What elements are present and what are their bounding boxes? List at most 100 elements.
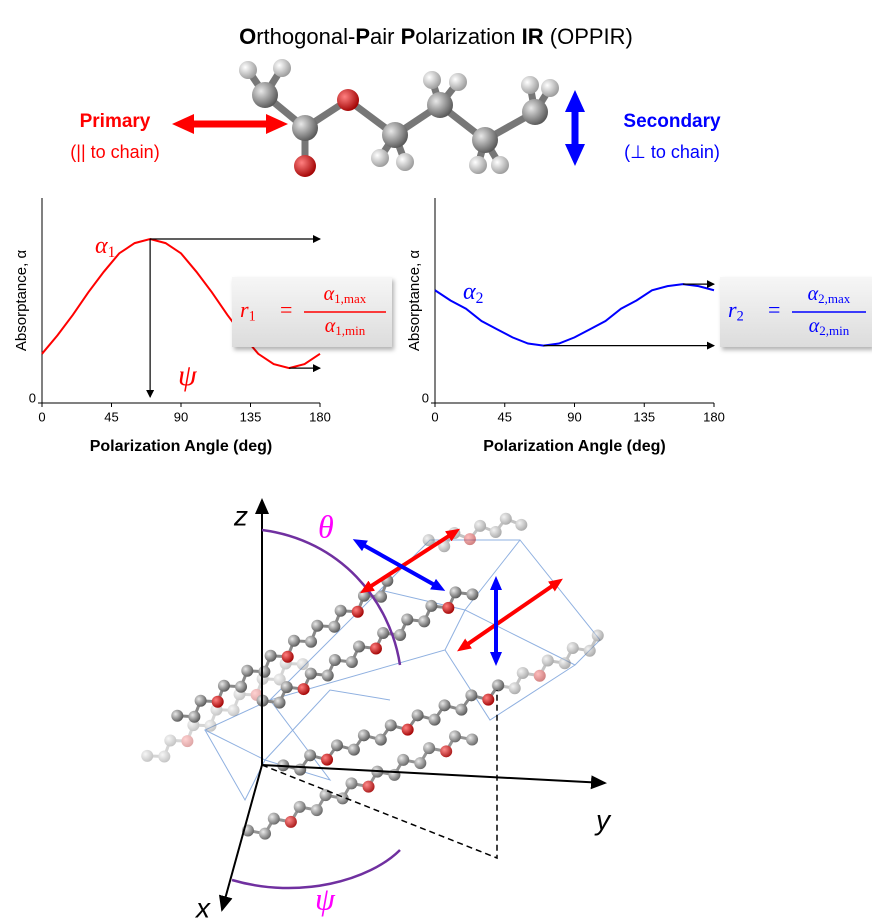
oxygen [402, 724, 414, 736]
x-tick-label: 0 [38, 409, 45, 424]
carbon [252, 82, 278, 108]
carbon [509, 682, 521, 694]
carbon [517, 667, 529, 679]
carbon [228, 704, 240, 716]
symbol: α [808, 283, 819, 305]
angle-label: ψ [178, 359, 198, 392]
carbon [235, 681, 247, 693]
oxygen [285, 816, 297, 828]
primary-arrow [365, 532, 455, 590]
subscript: 1,max [334, 291, 367, 306]
carbon [268, 813, 280, 825]
carbon [382, 122, 408, 148]
carbon [490, 526, 502, 538]
carbon [141, 750, 153, 762]
carbon [584, 645, 596, 657]
carbon [559, 657, 571, 669]
symbol: α [463, 279, 476, 305]
carbon [274, 697, 286, 709]
theta-label: θ [318, 508, 334, 544]
oxygen [352, 606, 364, 618]
oxygen [464, 533, 476, 545]
x-tick-label: 45 [498, 409, 512, 424]
oxygen [482, 694, 494, 706]
carbon [294, 801, 306, 813]
title-part: O [239, 24, 256, 49]
oxygen [440, 745, 452, 757]
carbon [335, 605, 347, 617]
carbon [188, 711, 200, 723]
subscript: 1 [108, 244, 116, 261]
x-tick-label: 135 [633, 409, 655, 424]
x-axis [222, 765, 262, 910]
carbon [331, 739, 343, 751]
oxygen [337, 89, 359, 111]
carbon [423, 742, 435, 754]
carbon [294, 764, 306, 776]
symbol: α [324, 283, 335, 305]
carbon [328, 621, 340, 633]
carbon [388, 769, 400, 781]
chain-bonds [263, 592, 473, 702]
y-axis-label: Absorptance, α [406, 250, 423, 352]
hydrogen [469, 156, 487, 174]
title-part: IR [522, 24, 544, 49]
carbon [218, 680, 230, 692]
hydrogen [273, 59, 291, 77]
title-part: P [355, 24, 370, 49]
carbon [345, 777, 357, 789]
primary-note: (|| to chain) [70, 142, 159, 162]
primary-label: Primary [80, 111, 151, 132]
oxygen [370, 642, 382, 654]
carbon [492, 680, 504, 692]
carbon [567, 642, 579, 654]
symbol: α [325, 315, 336, 337]
hydrogen [449, 73, 467, 91]
carbon [449, 586, 461, 598]
carbon [171, 710, 183, 722]
secondary-label: Secondary [623, 111, 721, 132]
y-axis [262, 765, 605, 783]
carbon [304, 749, 316, 761]
hydrogen [371, 149, 389, 167]
symbol: α [809, 315, 820, 337]
carbon [195, 695, 207, 707]
carbon [466, 734, 478, 746]
carbon [515, 519, 527, 531]
hydrogen [396, 153, 414, 171]
oxygen [298, 683, 310, 695]
title-part: (OPPIR) [544, 24, 633, 49]
oxygen [294, 155, 316, 177]
title: Orthogonal-Pair Polarization IR (OPPIR) [239, 24, 633, 49]
carbon [164, 734, 176, 746]
y-label: y [594, 804, 612, 835]
secondary-note: (⊥ to chain) [624, 142, 720, 162]
title-part: air [370, 24, 401, 49]
oxygen [534, 670, 546, 682]
carbon [353, 641, 365, 653]
x-tick-label: 180 [309, 409, 331, 424]
subscript: 2 [737, 309, 744, 325]
carbon [158, 750, 170, 762]
carbon [348, 744, 360, 756]
carbon [465, 689, 477, 701]
hydrogen [423, 71, 441, 89]
z-label: z [233, 500, 248, 531]
subscript: 2,max [818, 291, 851, 306]
hydrogen [239, 61, 257, 79]
x-tick-label: 90 [174, 409, 188, 424]
carbon [346, 656, 358, 668]
x-label: x [194, 892, 211, 922]
carbon [297, 658, 309, 670]
carbon [429, 714, 441, 726]
carbon [500, 513, 512, 525]
y-axis-label: Absorptance, α [13, 250, 30, 352]
carbon [305, 636, 317, 648]
carbon [258, 666, 270, 678]
carbon [418, 615, 430, 627]
molecule [239, 59, 559, 177]
page: {"title": {"segments": [ {"text": "O", "… [0, 0, 872, 922]
